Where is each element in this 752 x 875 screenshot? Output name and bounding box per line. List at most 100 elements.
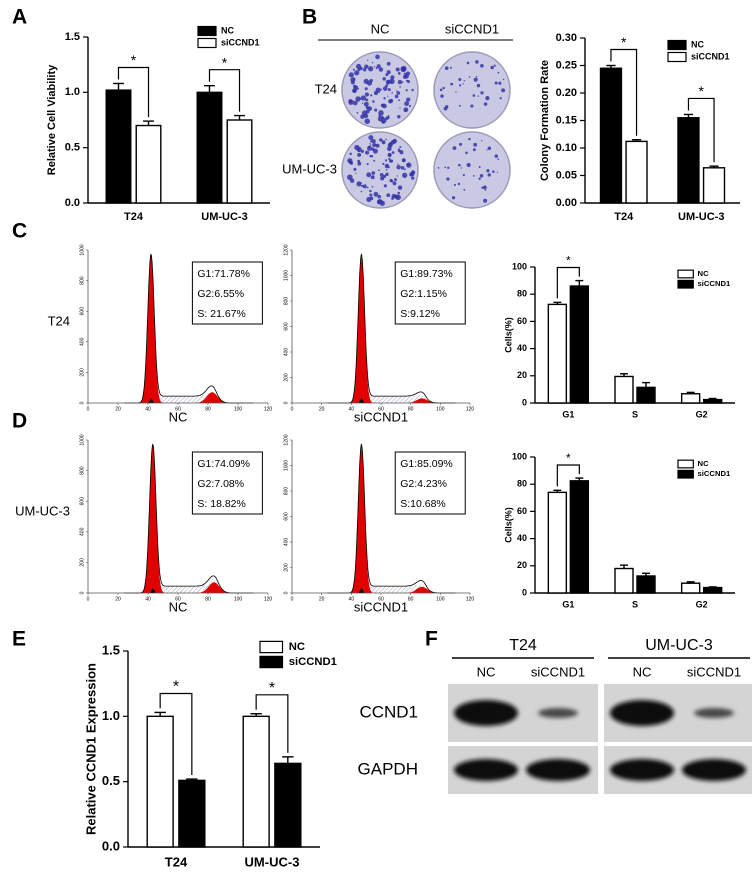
x-tick-label: 0 (87, 596, 90, 602)
colony (374, 108, 378, 112)
colony (499, 97, 502, 100)
flow-g2-peak (405, 586, 438, 593)
blot-band (682, 759, 746, 781)
error-bar (575, 477, 584, 481)
flow-g1-peak (138, 254, 164, 403)
colony (479, 174, 484, 178)
colony (353, 100, 358, 106)
y-tick-label: 800 (283, 487, 289, 496)
column-label: siCCND1 (445, 21, 499, 36)
colony (372, 100, 375, 103)
panel-label: F (425, 628, 438, 651)
y-tick-label: 0 (79, 591, 85, 594)
y-tick-label: 800 (283, 297, 289, 306)
significance-bracket (687, 97, 715, 163)
x-tick-label: G2 (696, 599, 708, 609)
x-tick-label: S (632, 409, 638, 419)
colony (458, 84, 462, 87)
y-tick-label: 60 (517, 506, 527, 516)
colony (375, 54, 380, 60)
significance-label: * (566, 451, 571, 465)
x-tick-label: 120 (466, 406, 475, 412)
colony (455, 91, 457, 93)
y-tick-label: 0.25 (556, 59, 577, 71)
colony (358, 148, 360, 150)
colony (478, 177, 481, 180)
colony (369, 143, 371, 145)
error-bar (186, 778, 198, 781)
y-tick-label: 1.0 (65, 86, 80, 98)
y-axis-label: Cells(%) (503, 507, 513, 543)
colony (364, 118, 371, 125)
colony (447, 166, 450, 170)
y-axis-label: Cells(%) (503, 317, 513, 353)
colony (481, 186, 484, 189)
y-tick-label: 20 (517, 560, 527, 570)
x-tick-label: 0 (87, 406, 90, 412)
colony (444, 166, 446, 169)
x-axis-label: NC (169, 599, 188, 614)
colony (400, 66, 407, 73)
colony (379, 138, 383, 142)
x-tick-label: 100 (436, 406, 445, 412)
x-tick-label: 20 (319, 596, 325, 602)
colony (404, 101, 410, 107)
flow-g2-peak (196, 392, 229, 403)
error-bar (708, 586, 717, 588)
colony (359, 97, 362, 100)
group-label: T24 (509, 637, 537, 654)
panel-label: E (12, 628, 26, 651)
colony (468, 137, 471, 141)
colony (460, 167, 463, 169)
colony (396, 175, 398, 177)
x-axis-label: siCCND1 (354, 409, 408, 424)
row-label: T24 (315, 81, 337, 96)
x-tick-label: 100 (234, 406, 243, 412)
x-tick-label: T24 (124, 211, 144, 223)
colony (402, 172, 408, 178)
error-bar (282, 756, 294, 764)
colony (387, 80, 390, 84)
colony (459, 142, 463, 146)
colony (375, 67, 378, 70)
y-tick-label: 800 (79, 466, 85, 475)
lane-label: siCCND1 (531, 664, 585, 679)
colony (359, 66, 363, 71)
y-tick-label: 200 (79, 558, 85, 567)
y-tick-label: 600 (79, 307, 85, 316)
colony (385, 172, 389, 177)
colony (385, 84, 389, 88)
y-axis-label: Colony Formation Rate (539, 60, 551, 181)
error-bar (683, 113, 694, 118)
colony (490, 65, 494, 70)
colony (373, 90, 379, 96)
colony (492, 170, 495, 173)
y-tick-label: 600 (79, 497, 85, 506)
colony (397, 72, 401, 75)
colony (390, 75, 395, 80)
colony (496, 171, 498, 173)
colony (396, 164, 401, 170)
colony (470, 104, 474, 108)
colony (391, 92, 393, 94)
colony (485, 95, 490, 101)
colony (486, 169, 490, 173)
error-bar (642, 572, 650, 576)
y-tick-label: 0 (522, 397, 527, 407)
significance-bracket (610, 48, 638, 136)
colony (406, 97, 411, 102)
colony (494, 154, 499, 158)
protein-label: GAPDH (358, 759, 418, 778)
colony (348, 72, 354, 78)
colony (369, 144, 372, 146)
colony (391, 151, 395, 155)
legend-label: siCCND1 (698, 469, 731, 478)
stats-text: S: 18.82% (197, 498, 245, 510)
colony (382, 162, 385, 165)
x-tick-label: 120 (264, 596, 273, 602)
colony (472, 148, 476, 152)
bar (569, 285, 590, 404)
colony (367, 145, 371, 148)
colony (387, 116, 390, 119)
colony (369, 196, 374, 201)
